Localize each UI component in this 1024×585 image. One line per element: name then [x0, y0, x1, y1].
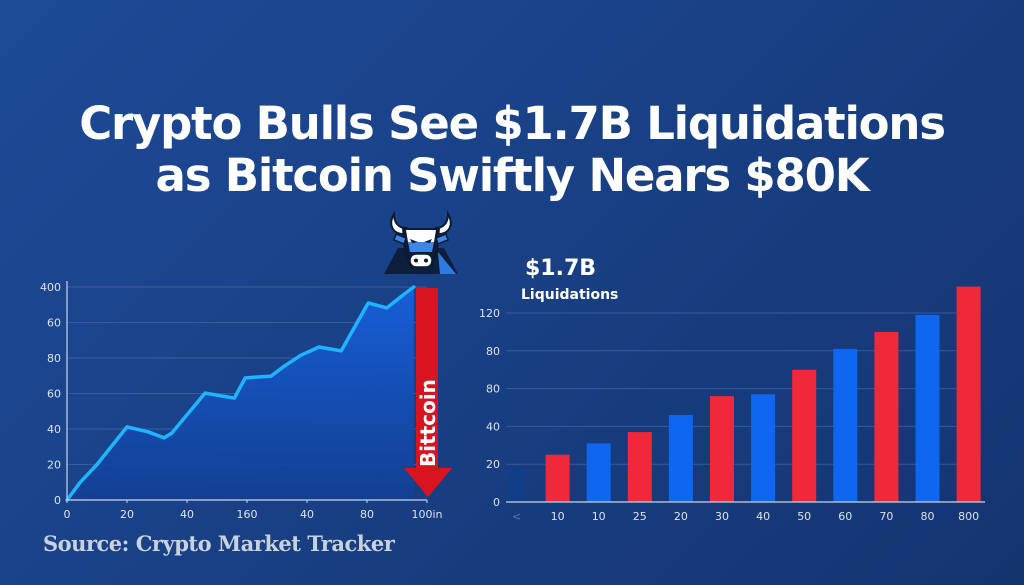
x-tick-label: 70: [879, 510, 893, 523]
bar: [956, 286, 981, 502]
x-tick-label: 100in: [411, 508, 442, 521]
y-tick-label: 120: [479, 307, 500, 320]
y-tick-label: 60: [47, 317, 61, 330]
y-tick-label: 40: [47, 423, 61, 436]
y-tick-label: 20: [486, 458, 500, 471]
headline-line-2: as Bitcoin Swiftly Nears $80K: [155, 149, 870, 202]
bar: [915, 314, 940, 502]
bar: [668, 415, 693, 502]
x-tick-label: 0: [64, 508, 71, 521]
x-tick-label: 800: [958, 510, 979, 523]
headline-line-1: Crypto Bulls See $1.7B Liquidations: [79, 97, 946, 150]
x-tick-label: 40: [756, 510, 770, 523]
x-tick-label: 10: [551, 510, 565, 523]
y-tick-label: 40: [486, 420, 500, 433]
bar: [751, 394, 776, 502]
bar: [710, 396, 734, 502]
bar: [507, 466, 526, 502]
y-tick-label: 0: [54, 494, 61, 507]
liquidations-amount: $1.7B: [525, 256, 597, 281]
bar: [833, 348, 858, 502]
x-tick-label: <: [512, 510, 521, 523]
area-fill: [67, 287, 414, 500]
x-tick-label: 30: [715, 510, 729, 523]
bitcoin-line-chart: 0 20 40 60 80 60 400 0 20 40 160 40 80 100in: [40, 281, 443, 521]
y-tick-label: 20: [47, 459, 61, 472]
y-tick-label: 60: [47, 388, 61, 401]
source-caption: Source: Crypto Market Tracker: [43, 531, 395, 556]
liquidations-bar-chart: 0 20 40 80 80 120 < 10 10 25 20 30 40 50 60 70 80 800: [479, 286, 985, 523]
y-tick-label: 400: [40, 281, 61, 294]
x-tick-label: 25: [633, 510, 647, 523]
y-tick-label: 80: [486, 345, 500, 358]
y-tick-label: 80: [47, 352, 61, 365]
liquidations-label: Liquidations: [521, 287, 619, 303]
bar: [545, 454, 570, 502]
x-tick-label: 50: [797, 510, 811, 523]
bar: [586, 443, 611, 502]
x-tick-label: 40: [180, 508, 194, 521]
x-tick-label: 80: [921, 510, 935, 523]
x-tick-label: 20: [674, 510, 688, 523]
x-tick-label: 80: [360, 508, 374, 521]
bull-head-icon: [384, 210, 458, 274]
bitcoin-annotation: Bittcoin: [416, 379, 440, 467]
red-down-arrow-icon: Bittcoin: [404, 288, 452, 497]
x-tick-label: 20: [120, 508, 134, 521]
y-tick-label: 0: [493, 496, 500, 509]
headline: Crypto Bulls See $1.7B Liquidations as B…: [0, 98, 1024, 202]
x-tick-label: 60: [838, 510, 852, 523]
x-tick-label: 10: [592, 510, 606, 523]
bar: [874, 331, 899, 502]
bar: [792, 369, 817, 502]
y-tick-label: 80: [486, 383, 500, 396]
x-tick-label: 160: [237, 508, 258, 521]
bar: [627, 432, 652, 502]
x-tick-label: 40: [300, 508, 314, 521]
